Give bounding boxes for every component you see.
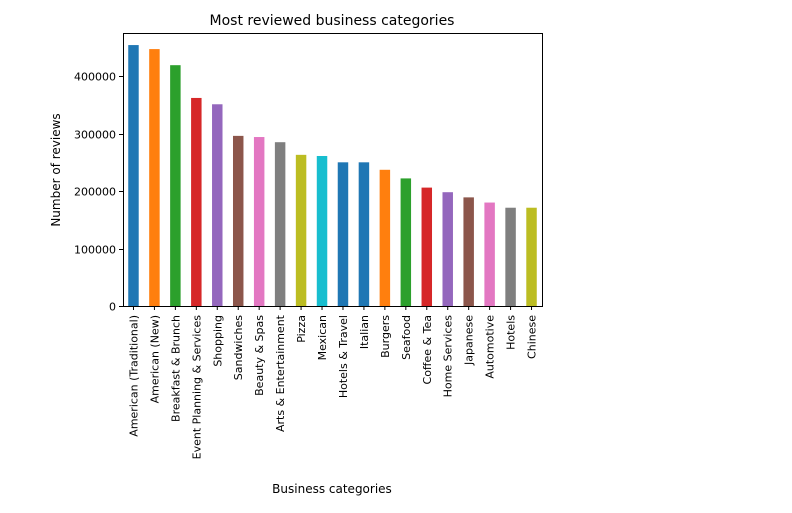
y-tick-label: 0	[109, 301, 116, 314]
x-tick-label: Mexican	[316, 315, 329, 360]
bar	[253, 137, 265, 306]
y-tick-label: 300000	[74, 129, 116, 142]
bar	[128, 45, 139, 307]
bar	[484, 202, 495, 306]
bars	[128, 45, 537, 307]
x-tick-label: Shopping	[211, 315, 224, 367]
bar	[295, 154, 307, 306]
x-tick-label: American (New)	[148, 315, 161, 403]
x-axis: American (Traditional) American (New) Brea…	[127, 306, 539, 460]
x-tick-label: Japanese	[463, 315, 476, 366]
y-axis-label: Number of reviews	[49, 113, 63, 226]
x-tick-label: Hotels & Travel	[337, 315, 350, 398]
plot-frame	[123, 33, 543, 307]
x-tick-label: Seafood	[400, 315, 413, 360]
x-tick-label: Home Services	[442, 315, 455, 398]
bar	[442, 192, 453, 306]
bar	[463, 197, 474, 306]
x-tick-label: Burgers	[379, 315, 392, 358]
bar	[170, 65, 181, 306]
x-tick-label: Breakfast & Brunch	[169, 315, 182, 422]
y-tick-label: 400000	[74, 71, 116, 84]
x-tick-label: Sandwiches	[232, 315, 245, 381]
x-tick-label: Chinese	[526, 315, 539, 359]
x-tick-label: Italian	[358, 315, 371, 349]
bar	[358, 162, 370, 306]
x-tick-label: Automotive	[484, 315, 497, 379]
x-tick-label: Arts & Entertainment	[274, 314, 287, 432]
x-tick-label: Hotels	[505, 315, 518, 350]
bar	[212, 104, 223, 307]
bar	[379, 169, 391, 306]
bar	[316, 155, 328, 306]
y-tick-label: 100000	[74, 244, 116, 257]
bar	[526, 207, 537, 306]
x-tick-label: Beauty & Spas	[253, 315, 266, 396]
bar	[421, 187, 433, 306]
bar	[337, 162, 349, 306]
x-tick-label: Event Planning & Services	[190, 315, 203, 460]
chart-title: Most reviewed business categories	[210, 13, 455, 29]
bar	[274, 142, 286, 306]
bar	[400, 178, 412, 306]
bar	[505, 207, 516, 306]
x-tick-label: Coffee & Tea	[421, 315, 434, 384]
x-tick-label: American (Traditional)	[127, 315, 140, 437]
x-tick-label: Pizza	[295, 315, 308, 343]
y-tick-label: 200000	[74, 186, 116, 199]
bar	[232, 135, 244, 306]
bar	[191, 97, 202, 306]
x-axis-label: Business categories	[272, 482, 392, 496]
y-axis: 0 100000 200000 300000 400000	[74, 71, 123, 314]
bar	[149, 49, 160, 307]
